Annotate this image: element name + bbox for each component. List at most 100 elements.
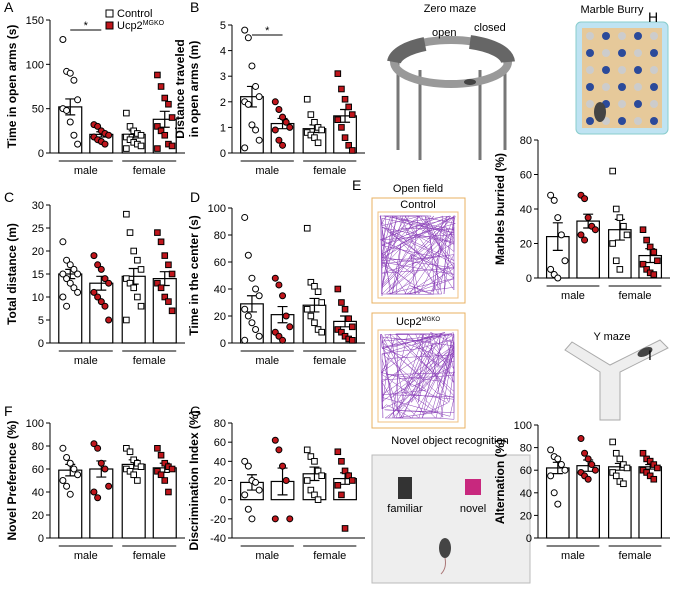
data-point (59, 444, 67, 452)
data-point (639, 449, 647, 457)
y-tick-label: 100 (514, 420, 532, 432)
data-point (654, 257, 661, 265)
data-point (557, 461, 565, 469)
data-point (338, 85, 345, 93)
data-point (612, 257, 620, 265)
data-point (161, 131, 169, 139)
data-point (318, 299, 325, 306)
data-point (244, 505, 252, 513)
y-tick-label: 5 (38, 315, 44, 327)
data-point (126, 279, 134, 287)
x-category-label: female (313, 165, 346, 177)
y-tick-label: 40 (520, 204, 532, 216)
data-point (286, 515, 294, 523)
data-point (70, 76, 78, 84)
data-point (241, 336, 249, 344)
data-point (639, 226, 647, 233)
marble (618, 49, 626, 57)
data-point (584, 475, 592, 483)
data-point (255, 332, 263, 340)
marble (650, 117, 658, 125)
marble (602, 32, 610, 40)
y-tick-label: 50 (32, 104, 44, 116)
data-point (303, 95, 311, 103)
data-point (97, 298, 105, 306)
data-point (271, 436, 279, 444)
data-point (271, 515, 279, 523)
y-tick-label: 100 (26, 418, 44, 430)
data-point (348, 111, 356, 118)
y-tick-label: 0 (38, 533, 44, 545)
significance-label: * (84, 20, 89, 32)
data-point (279, 336, 287, 344)
trajectory (380, 331, 455, 420)
marble (586, 100, 594, 108)
data-point (279, 141, 287, 149)
panel-label: E (352, 177, 361, 193)
marble (634, 32, 642, 40)
y-tick-label: 15 (32, 269, 44, 281)
data-point (63, 454, 71, 461)
data-point (282, 312, 290, 320)
legend: Control Ucp2MGKO (105, 8, 165, 32)
data-point (252, 82, 260, 90)
data-point (161, 293, 169, 301)
y-tick-label: 100 (208, 203, 226, 215)
data-point (66, 261, 74, 269)
data-point (554, 455, 562, 463)
data-point (307, 486, 315, 494)
error-bar (277, 305, 288, 324)
data-point (244, 312, 252, 320)
data-point (646, 243, 654, 251)
y-axis-label: Alternation (%) (493, 439, 507, 524)
data-point (255, 486, 263, 494)
data-point (90, 288, 98, 296)
data-point (248, 274, 256, 282)
y-tick-label: 5 (220, 20, 226, 32)
data-point (126, 123, 134, 130)
y-tick-label: 0 (220, 338, 226, 350)
data-point (134, 459, 141, 467)
data-point (157, 471, 165, 479)
data-point (94, 261, 102, 269)
data-point (547, 191, 555, 199)
y-tick-label: 100 (26, 59, 44, 71)
data-point (581, 195, 589, 203)
data-point (643, 469, 650, 476)
data-point (66, 490, 74, 498)
data-point (554, 274, 562, 282)
data-point (157, 238, 165, 246)
data-point (70, 465, 78, 473)
data-point (154, 445, 161, 452)
maze-label: closed (474, 22, 506, 34)
data-point (620, 461, 627, 468)
data-point (345, 472, 352, 480)
marble (602, 49, 610, 57)
data-point (168, 465, 176, 473)
data-point (314, 139, 322, 147)
novel-object: Novel object recognition familiar novel (371, 435, 531, 584)
data-point (279, 292, 287, 300)
panel-label: B (190, 0, 199, 15)
data-point (74, 288, 82, 296)
data-point (338, 124, 345, 131)
data-point (650, 248, 658, 256)
y-tick-label: 0 (526, 533, 532, 545)
marble (618, 100, 626, 108)
x-category-label: female (619, 290, 652, 302)
y-tick-label: 4 (220, 46, 226, 58)
data-point (244, 462, 252, 470)
data-point (130, 471, 137, 479)
data-point (612, 205, 620, 213)
data-point (311, 134, 318, 141)
data-point (97, 265, 105, 273)
data-point (168, 142, 176, 150)
marble (650, 83, 658, 91)
y-axis-label: Time in open arms (s) (5, 25, 19, 149)
x-category-label: male (255, 355, 279, 367)
data-point (165, 488, 172, 496)
data-point (70, 131, 78, 139)
bar (89, 468, 114, 539)
data-point (137, 302, 145, 310)
data-point (70, 284, 78, 292)
